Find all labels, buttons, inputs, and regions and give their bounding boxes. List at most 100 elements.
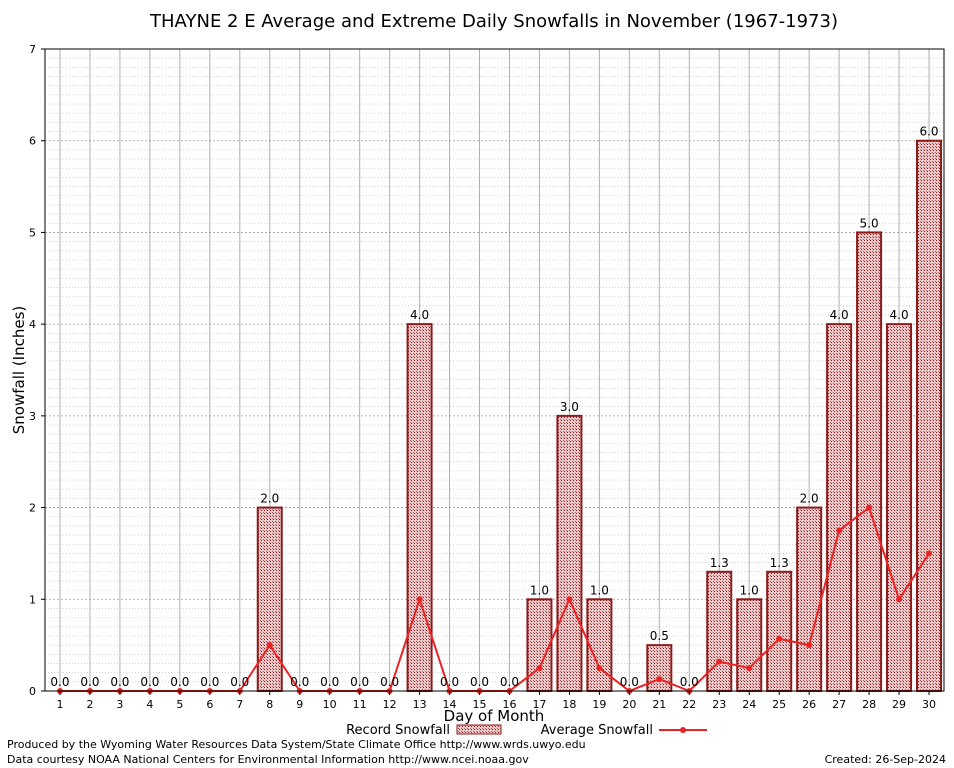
x-tick-label: 21 xyxy=(652,698,666,711)
y-tick-label: 4 xyxy=(29,318,36,331)
record-bar xyxy=(526,598,553,692)
average-point xyxy=(746,665,753,672)
x-tick-label: 18 xyxy=(562,698,576,711)
x-tick-label: 29 xyxy=(892,698,906,711)
x-tick-label: 19 xyxy=(592,698,606,711)
x-tick-label: 20 xyxy=(622,698,636,711)
legend-average-marker xyxy=(680,727,686,733)
x-tick-label: 4 xyxy=(146,698,153,711)
footer-created: Created: 26-Sep-2024 xyxy=(825,753,946,766)
x-tick-label: 9 xyxy=(296,698,303,711)
average-point xyxy=(776,635,783,642)
average-point xyxy=(926,550,933,557)
average-point xyxy=(416,596,423,603)
average-point xyxy=(896,596,903,603)
x-tick-label: 8 xyxy=(266,698,273,711)
record-value-label: 0.0 xyxy=(140,675,159,689)
bars xyxy=(256,139,943,693)
x-tick-label: 27 xyxy=(832,698,846,711)
record-value-label: 0.0 xyxy=(620,675,639,689)
x-tick-label: 12 xyxy=(383,698,397,711)
record-value-label: 5.0 xyxy=(860,216,879,230)
x-tick-label: 5 xyxy=(176,698,183,711)
record-value-label: 0.0 xyxy=(50,675,69,689)
record-value-label: 0.0 xyxy=(320,675,339,689)
x-tick-label: 23 xyxy=(712,698,726,711)
record-value-label: 4.0 xyxy=(830,308,849,322)
x-tick-label: 24 xyxy=(742,698,756,711)
plot-frame xyxy=(44,48,945,692)
record-bar xyxy=(916,139,943,692)
chart-title: THAYNE 2 E Average and Extreme Daily Sno… xyxy=(149,11,838,32)
record-bar xyxy=(646,644,673,693)
y-axis-label: Snowfall (Inches) xyxy=(10,306,28,434)
x-tick-label: 25 xyxy=(772,698,786,711)
legend-record-swatch xyxy=(456,724,502,735)
x-tick-label: 3 xyxy=(116,698,123,711)
record-value-label: 6.0 xyxy=(919,125,938,139)
record-value-label: 4.0 xyxy=(410,308,429,322)
record-bar xyxy=(796,506,823,693)
x-tick-label: 6 xyxy=(206,698,213,711)
average-point xyxy=(866,504,873,511)
average-point xyxy=(566,596,573,603)
record-bar xyxy=(406,323,433,692)
record-value-label: 0.0 xyxy=(500,675,519,689)
record-bar xyxy=(766,570,793,692)
record-value-label: 0.0 xyxy=(290,675,309,689)
x-tick-label: 13 xyxy=(413,698,427,711)
record-bar xyxy=(706,570,733,692)
average-point xyxy=(806,642,813,649)
average-point xyxy=(716,658,723,665)
x-tick-label: 22 xyxy=(682,698,696,711)
y-tick-label: 5 xyxy=(29,226,36,239)
y-tick-label: 3 xyxy=(29,410,36,423)
x-tick-label: 28 xyxy=(862,698,876,711)
y-tick-label: 6 xyxy=(29,135,36,148)
record-bar xyxy=(586,598,613,692)
record-value-label: 0.0 xyxy=(470,675,489,689)
y-tick-label: 7 xyxy=(29,43,36,56)
data-labels: 0.0 0.0 0.0 0.0 0.0 0.0 0.0 2.0 0.0 0.0 0.0 0.0 4.0 0… xyxy=(50,125,938,689)
record-value-label: 1.3 xyxy=(710,556,729,570)
record-value-label: 4.0 xyxy=(890,308,909,322)
average-point xyxy=(836,527,843,534)
record-value-label: 0.0 xyxy=(110,675,129,689)
record-value-label: 0.0 xyxy=(680,675,699,689)
average-point xyxy=(266,642,273,649)
y-tick-label: 0 xyxy=(29,685,36,698)
record-value-label: 0.0 xyxy=(440,675,459,689)
x-tick-label: 14 xyxy=(443,698,457,711)
record-value-label: 1.0 xyxy=(590,583,609,597)
record-bar xyxy=(886,323,913,692)
record-value-label: 0.0 xyxy=(350,675,369,689)
record-value-label: 2.0 xyxy=(800,492,819,506)
record-value-label: 1.3 xyxy=(770,556,789,570)
average-point xyxy=(596,665,603,672)
x-tick-label: 7 xyxy=(236,698,243,711)
record-value-label: 0.0 xyxy=(230,675,249,689)
x-tick-label: 10 xyxy=(323,698,337,711)
record-bar xyxy=(736,598,763,692)
average-point xyxy=(536,665,543,672)
legend: Record Snowfall Average Snowfall xyxy=(346,723,707,738)
record-value-label: 0.0 xyxy=(80,675,99,689)
record-bar xyxy=(256,506,283,693)
record-value-label: 0.0 xyxy=(200,675,219,689)
y-tick-label: 2 xyxy=(29,502,36,515)
legend-record-label: Record Snowfall xyxy=(346,723,450,738)
x-tick-label: 30 xyxy=(922,698,936,711)
x-tick-label: 17 xyxy=(532,698,546,711)
average-point xyxy=(656,676,663,683)
record-value-label: 0.0 xyxy=(380,675,399,689)
x-tick-label: 26 xyxy=(802,698,816,711)
x-tick-label: 11 xyxy=(353,698,367,711)
footer-produced-by: Produced by the Wyoming Water Resources … xyxy=(7,738,586,751)
record-bar xyxy=(856,231,883,693)
record-bar xyxy=(556,414,583,692)
footer-data-courtesy: Data courtesy NOAA National Centers for … xyxy=(7,753,529,766)
record-value-label: 2.0 xyxy=(260,492,279,506)
y-tick-label: 1 xyxy=(29,593,36,606)
